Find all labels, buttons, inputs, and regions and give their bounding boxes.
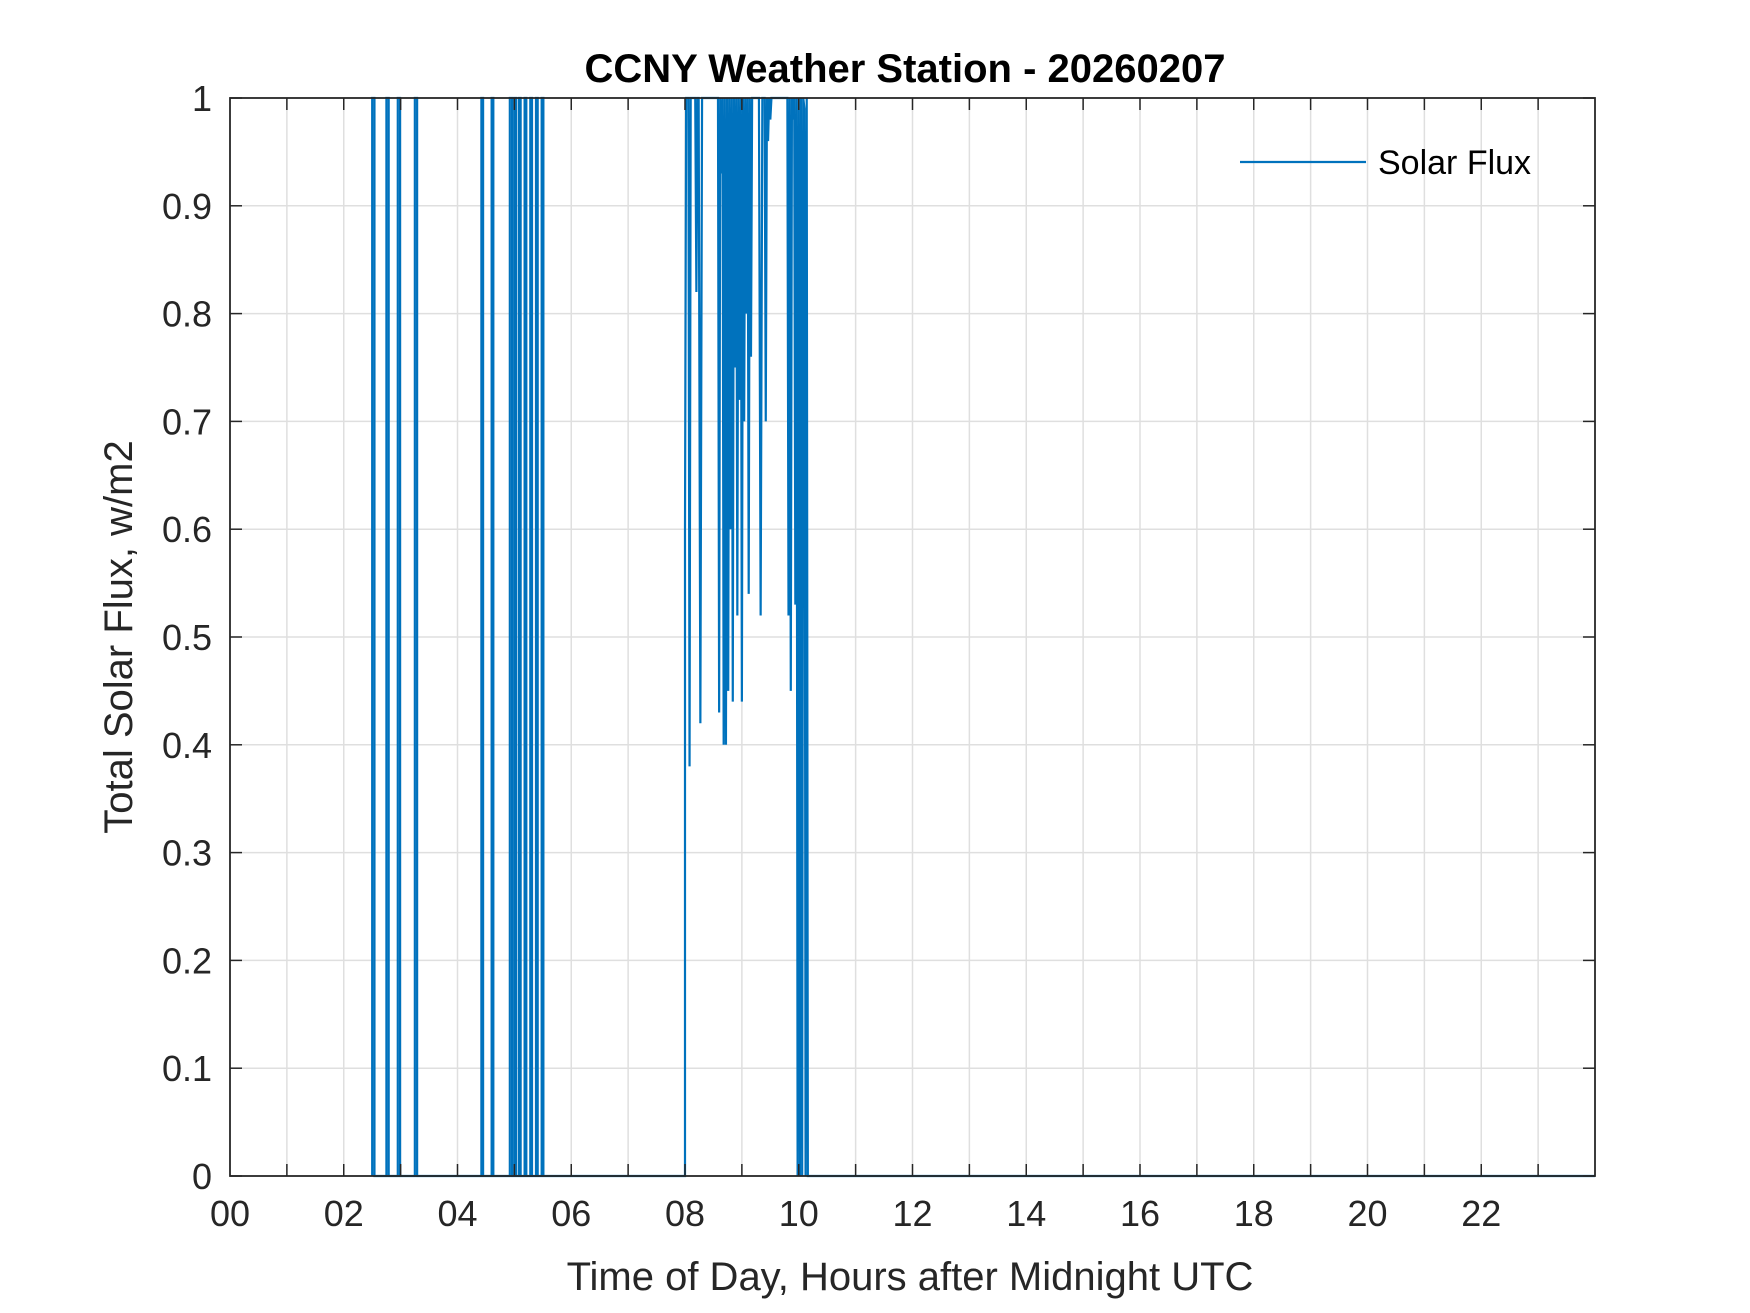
x-tick-label: 04 [437,1193,477,1234]
x-tick-label: 20 [1347,1193,1387,1234]
x-axis-label: Time of Day, Hours after Midnight UTC [567,1255,1254,1299]
y-tick-label: 0.6 [162,509,212,550]
y-tick-label: 0.8 [162,294,212,335]
y-tick-label: 0.9 [162,186,212,227]
y-axis-label: Total Solar Flux, w/m2 [97,440,141,833]
chart-title: CCNY Weather Station - 20260207 [585,47,1226,91]
x-tick-label: 16 [1120,1193,1160,1234]
x-tick-label: 10 [779,1193,819,1234]
y-tick-label: 0 [192,1156,212,1197]
y-tick-label: 0.5 [162,617,212,658]
y-tick-label: 1 [192,78,212,119]
x-tick-label: 14 [1006,1193,1046,1234]
x-tick-labels: 00 02 04 06 08 10 12 14 16 18 20 22 [210,1193,1501,1234]
y-tick-label: 0.4 [162,725,212,766]
legend-label-solar-flux: Solar Flux [1378,144,1531,182]
y-tick-label: 0.2 [162,940,212,981]
x-tick-label: 02 [324,1193,364,1234]
legend: Solar Flux [1240,144,1531,182]
y-tick-label: 0.1 [162,1048,212,1089]
y-tick-label: 0.7 [162,401,212,442]
y-tick-label: 0.3 [162,833,212,874]
x-tick-label: 06 [551,1193,591,1234]
x-tick-label: 08 [665,1193,705,1234]
x-tick-label: 00 [210,1193,250,1234]
series-line-solar-flux [371,96,1595,1178]
ticks [230,97,1595,1177]
x-tick-label: 12 [892,1193,932,1234]
y-tick-labels: 0 0.1 0.2 0.3 0.4 0.5 0.6 0.7 0.8 0.9 1 [162,78,212,1197]
series-layer [371,96,1595,1178]
x-tick-label: 22 [1461,1193,1501,1234]
x-tick-label: 18 [1234,1193,1274,1234]
